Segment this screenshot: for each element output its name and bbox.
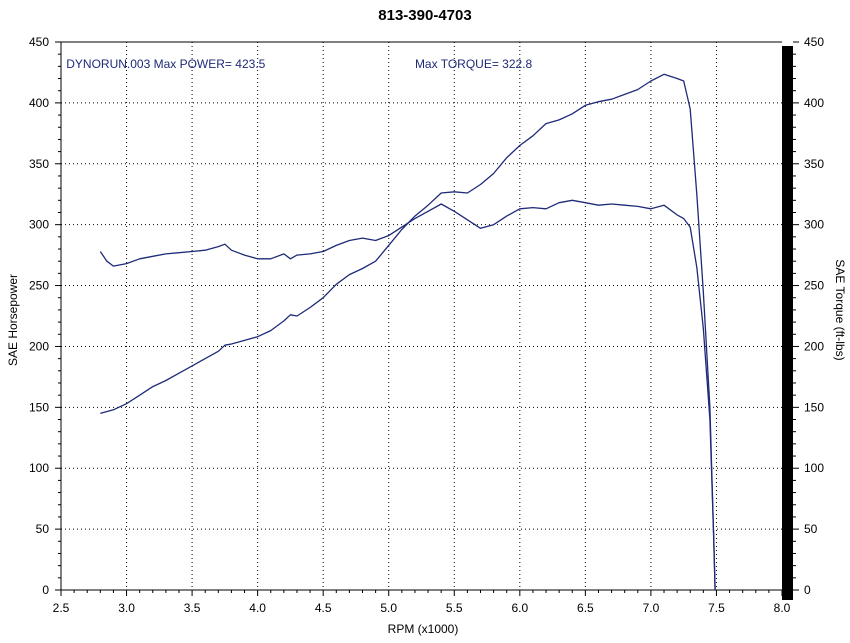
max-power-annotation: DYNORUN.003 Max POWER= 423.5 (66, 57, 265, 71)
y-tick-label-right: 50 (804, 522, 818, 536)
y-tick-label-left: 250 (29, 279, 49, 293)
y-tick-label-right: 100 (804, 461, 824, 475)
y-tick-label-left: 0 (42, 583, 49, 597)
grid-layer (60, 41, 793, 600)
annotation-layer: DYNORUN.003 Max POWER= 423.5 Max TORQUE= … (66, 57, 532, 71)
torque-curve (99, 199, 716, 591)
x-tick-label: 4.5 (315, 601, 332, 615)
x-tick-label: 7.0 (643, 601, 660, 615)
y-tick-label-right: 250 (804, 279, 824, 293)
x-tick-label: 4.0 (249, 601, 266, 615)
max-torque-annotation: Max TORQUE= 322.8 (415, 57, 533, 71)
y-tick-label-right: 450 (804, 35, 824, 49)
x-axis-label: RPM (x1000) (388, 622, 459, 636)
y-axis-label-left: SAE Horsepower (6, 274, 20, 366)
x-tick-label: 2.5 (53, 601, 70, 615)
y-tick-label-left: 300 (29, 218, 49, 232)
y-tick-label-right: 400 (804, 96, 824, 110)
right-axis-bar (782, 46, 793, 600)
y-tick-label-right: 300 (804, 218, 824, 232)
y-tick-label-right: 350 (804, 157, 824, 171)
y-tick-label-left: 50 (36, 522, 50, 536)
y-tick-label-left: 200 (29, 339, 49, 353)
ticks-layer (55, 41, 799, 596)
x-tick-label: 5.5 (446, 601, 463, 615)
chart-title: 813-390-4703 (378, 7, 471, 24)
x-tick-label: 5.0 (380, 601, 397, 615)
y-axis-label-right: SAE Torque (ft-lbs) (833, 259, 847, 360)
x-tick-label: 8.0 (774, 601, 791, 615)
y-tick-label-left: 450 (29, 35, 49, 49)
y-tick-label-right: 0 (804, 583, 811, 597)
y-tick-label-right: 200 (804, 339, 824, 353)
y-tick-label-left: 150 (29, 400, 49, 414)
power-curve (100, 73, 716, 591)
x-tick-label: 6.0 (511, 601, 528, 615)
x-tick-label: 3.5 (184, 601, 201, 615)
y-tick-label-left: 350 (29, 157, 49, 171)
series-layer (99, 73, 716, 591)
y-tick-label-right: 150 (804, 400, 824, 414)
y-tick-label-left: 400 (29, 96, 49, 110)
labels-layer: 0 0 50 50 100 100 150 150 200 200 250 250 300 300 350 3… (29, 35, 824, 615)
y-tick-label-left: 100 (29, 461, 49, 475)
x-tick-label: 3.0 (118, 601, 135, 615)
x-tick-label: 6.5 (577, 601, 594, 615)
plot-area (61, 42, 782, 590)
x-tick-label: 7.5 (708, 601, 725, 615)
